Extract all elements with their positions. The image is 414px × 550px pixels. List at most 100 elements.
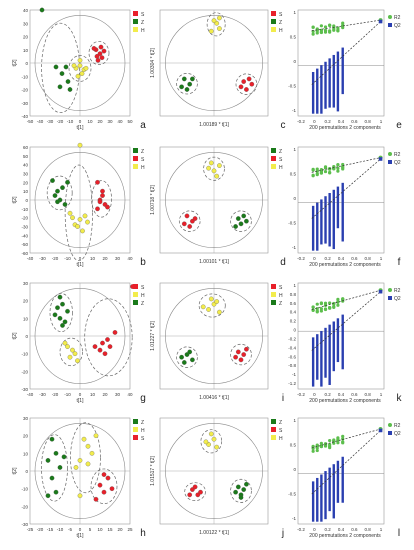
panel-a-ytick-7: -30: [21, 101, 28, 106]
panel-f-xtick-6: 1: [380, 256, 383, 261]
panel-c-point-H-3: [211, 18, 217, 23]
panel-j-point-H-3: [214, 444, 220, 450]
panel-g-xlabel: t[1]: [77, 398, 85, 404]
panel-b-xlabel: t[1]: [77, 262, 85, 268]
panel-a-legend-label-Z: Z: [141, 20, 144, 26]
panel-i-point-S-4: [233, 354, 238, 360]
panel-d-point-Z-2: [238, 221, 244, 227]
panel-g-legend-label-S: S: [141, 285, 145, 291]
panel-b-point-S-1: [100, 188, 105, 194]
panel-e-ytick-0: 1: [293, 10, 296, 15]
panel-i-legend-label-Z: Z: [279, 301, 282, 307]
panel-a-legend-label-H: H: [141, 28, 145, 34]
panel-k-legend-marker-Q2: [388, 296, 392, 300]
panel-e-r2-point-5-3: [332, 24, 336, 28]
panel-f-q2-original-point: [378, 157, 383, 161]
panel-g-point-Z-0: [55, 305, 60, 311]
panel-g-point-H-3: [62, 340, 68, 346]
panel-b-xtick-2: -20: [52, 256, 59, 261]
panel-h-legend-label-Z: Z: [141, 420, 144, 426]
panel-i-point-H-4: [208, 296, 214, 302]
panel-a-legend-swatch-S: [133, 11, 138, 16]
panel-b-ytick-6: 0: [25, 198, 28, 203]
panel-d-legend-label-S: S: [279, 157, 283, 163]
panel-a-xtick-1: -40: [37, 119, 44, 124]
panel-h-group-ellipse-Z: [41, 434, 68, 502]
panel-g-point-H-4: [72, 351, 78, 357]
panel-j-point-H-1: [211, 436, 217, 442]
panel-a-point-Z-2: [59, 71, 65, 76]
panel-h-ytick-1: 20: [23, 434, 29, 439]
panel-h-point-H-3: [77, 458, 83, 463]
panel-e-r2-point-0-2: [311, 32, 315, 36]
panel-l-r2-point-7-2: [341, 434, 345, 438]
panel-d-legend-swatch-S: [271, 156, 276, 161]
panel-e-xtick-5: 0.8: [365, 119, 372, 124]
panel-j-hotelling-ellipse: [165, 422, 263, 519]
panel-f-frame: [297, 146, 385, 254]
panel-e-xtick-4: 0.6: [351, 119, 358, 124]
panel-b-ytick-5: 10: [23, 189, 29, 194]
panel-l-xtick-6: 1: [380, 527, 383, 532]
panel-i-legend-label-S: S: [279, 285, 283, 291]
panel-d-group-ellipse-Z: [230, 210, 252, 232]
panel-f-xtick-1: 0: [313, 256, 316, 261]
panel-l-xlabel: 200 permutations 2 components: [309, 533, 381, 539]
panel-c-xlabel: 1.00189 * t[1]: [199, 122, 229, 128]
panel-i-point-Z-1: [190, 357, 195, 363]
panel-h-point-H-7: [77, 493, 83, 499]
panel-b-hotelling-ellipse: [34, 152, 126, 249]
panel-k-xtick-5: 0.8: [365, 392, 372, 397]
panel-b-ytick-4: 20: [23, 180, 29, 185]
panel-f-xtick-4: 0.6: [351, 256, 358, 261]
panel-l-r2-point-1-0: [315, 448, 319, 453]
panel-a-point-Z-1: [53, 64, 59, 70]
panel-k-legend-marker-R2: [388, 288, 392, 292]
panel-h-hotelling-ellipse: [34, 422, 126, 519]
panel-c-legend-swatch-Z: [271, 19, 276, 24]
panel-a-xtick-10: 50: [127, 119, 133, 124]
panel-a-ytick-1: 30: [23, 21, 29, 26]
panel-e-legend-marker-Q2: [388, 23, 392, 27]
panel-l-r2-point-4-1: [328, 438, 332, 443]
panel-g-point-S-0: [100, 340, 105, 346]
panel-j-group-ellipse-Z: [230, 478, 252, 503]
panel-f-r2-point-1-2: [315, 171, 319, 176]
panel-k-q2-regression-line: [311, 291, 381, 351]
panel-j-legend-label-Z: Z: [279, 420, 282, 426]
panel-e-ytick-2: 0: [293, 59, 296, 64]
panel-l-r2-point-1-3: [315, 446, 319, 450]
panel-k-ytick-3: 0.4: [290, 310, 297, 315]
panel-k-r2-point-1-3: [315, 307, 319, 311]
panel-f-ytick-0: 1: [293, 147, 296, 152]
panel-e-r2-point-2-3: [319, 30, 323, 34]
panel-l-r2-point-4-3: [328, 443, 332, 447]
panel-f-xtick-3: 0.4: [338, 256, 345, 261]
panel-g-point-Z-5: [60, 323, 65, 328]
panel-a-point-S-5: [101, 48, 107, 54]
panel-b-group-ellipse-H: [64, 164, 93, 262]
panel-e-xtick-3: 0.4: [338, 119, 345, 124]
panel-k-ytick-1: 0.8: [290, 292, 297, 297]
panel-d-point-S-0: [184, 213, 190, 219]
panel-b-point-Z-3: [60, 185, 65, 190]
panel-l-xtick-5: 0.8: [365, 527, 372, 532]
panel-b-ytick-2: 40: [23, 163, 29, 168]
panel-g-point-H-1: [70, 347, 75, 353]
panel-j-point-Z-4: [233, 489, 238, 495]
panel-f-ytick-2: 0: [293, 196, 296, 201]
panel-h-point-S-0: [97, 482, 103, 488]
panel-b-xtick-1: -30: [39, 256, 46, 261]
panel-f-letter: f: [398, 257, 401, 268]
panel-a-legend-label-S: S: [141, 12, 145, 18]
panel-d-point-H-0: [211, 168, 217, 174]
panel-k-xtick-6: 1: [380, 392, 383, 397]
panel-l-xtick-2: 0.2: [325, 527, 332, 532]
panel-g-ytick-0: 30: [23, 281, 29, 286]
panel-d-legend-label-H: H: [279, 165, 283, 171]
panel-g-point-S-3: [107, 344, 113, 349]
panel-e-r2-point-4-2: [328, 29, 332, 33]
panel-k-xtick-0: -0.2: [297, 392, 305, 397]
panel-k-r2-point-6-3: [336, 300, 340, 304]
panel-f-r2-point-0-3: [311, 174, 315, 178]
